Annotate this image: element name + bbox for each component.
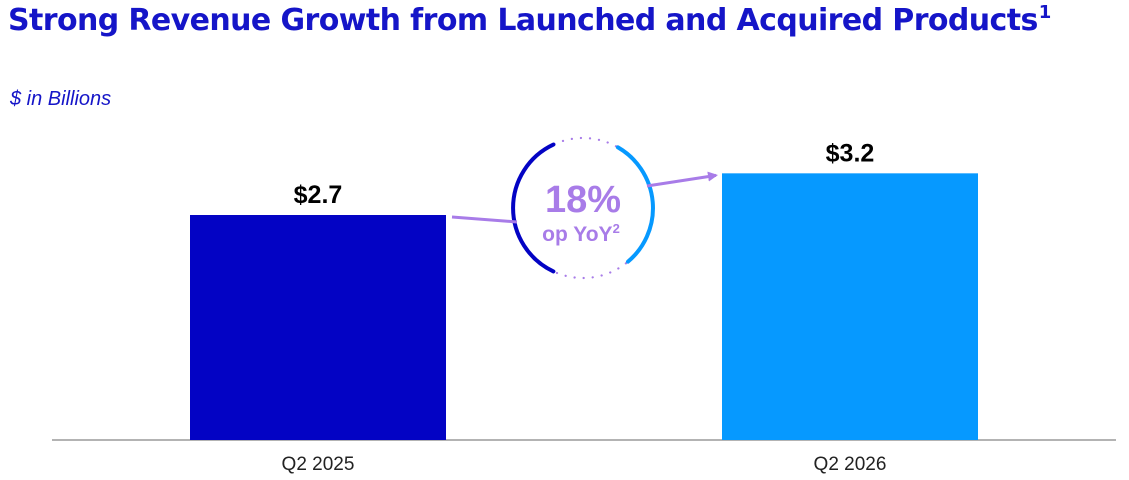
chart-subtitle: $ in Billions bbox=[10, 88, 112, 110]
x-tick-label: Q2 2025 bbox=[282, 454, 355, 475]
growth-caption-text: op YoY bbox=[542, 223, 612, 246]
bar-q2-2026 bbox=[722, 173, 978, 441]
growth-caption: op YoY2 bbox=[542, 221, 620, 246]
badge-right-arc bbox=[616, 145, 655, 264]
title-footnote: 1 bbox=[1038, 2, 1052, 23]
x-tick-label: Q2 2026 bbox=[814, 454, 887, 475]
bar-value-label: $2.7 bbox=[294, 181, 343, 209]
growth-arrow-out bbox=[646, 171, 718, 188]
page-title: Strong Revenue Growth from Launched and … bbox=[8, 2, 1051, 38]
growth-percent: 18% bbox=[545, 179, 621, 221]
growth-arrow-in bbox=[451, 215, 518, 224]
growth-annotation: 18%op YoY2 bbox=[451, 136, 718, 280]
title-text: Strong Revenue Growth from Launched and … bbox=[8, 3, 1038, 38]
growth-caption-footnote: 2 bbox=[613, 221, 620, 236]
bar-q2-2025 bbox=[190, 215, 446, 440]
bar-value-label: $3.2 bbox=[826, 139, 875, 167]
badge-left-arc bbox=[511, 142, 556, 274]
